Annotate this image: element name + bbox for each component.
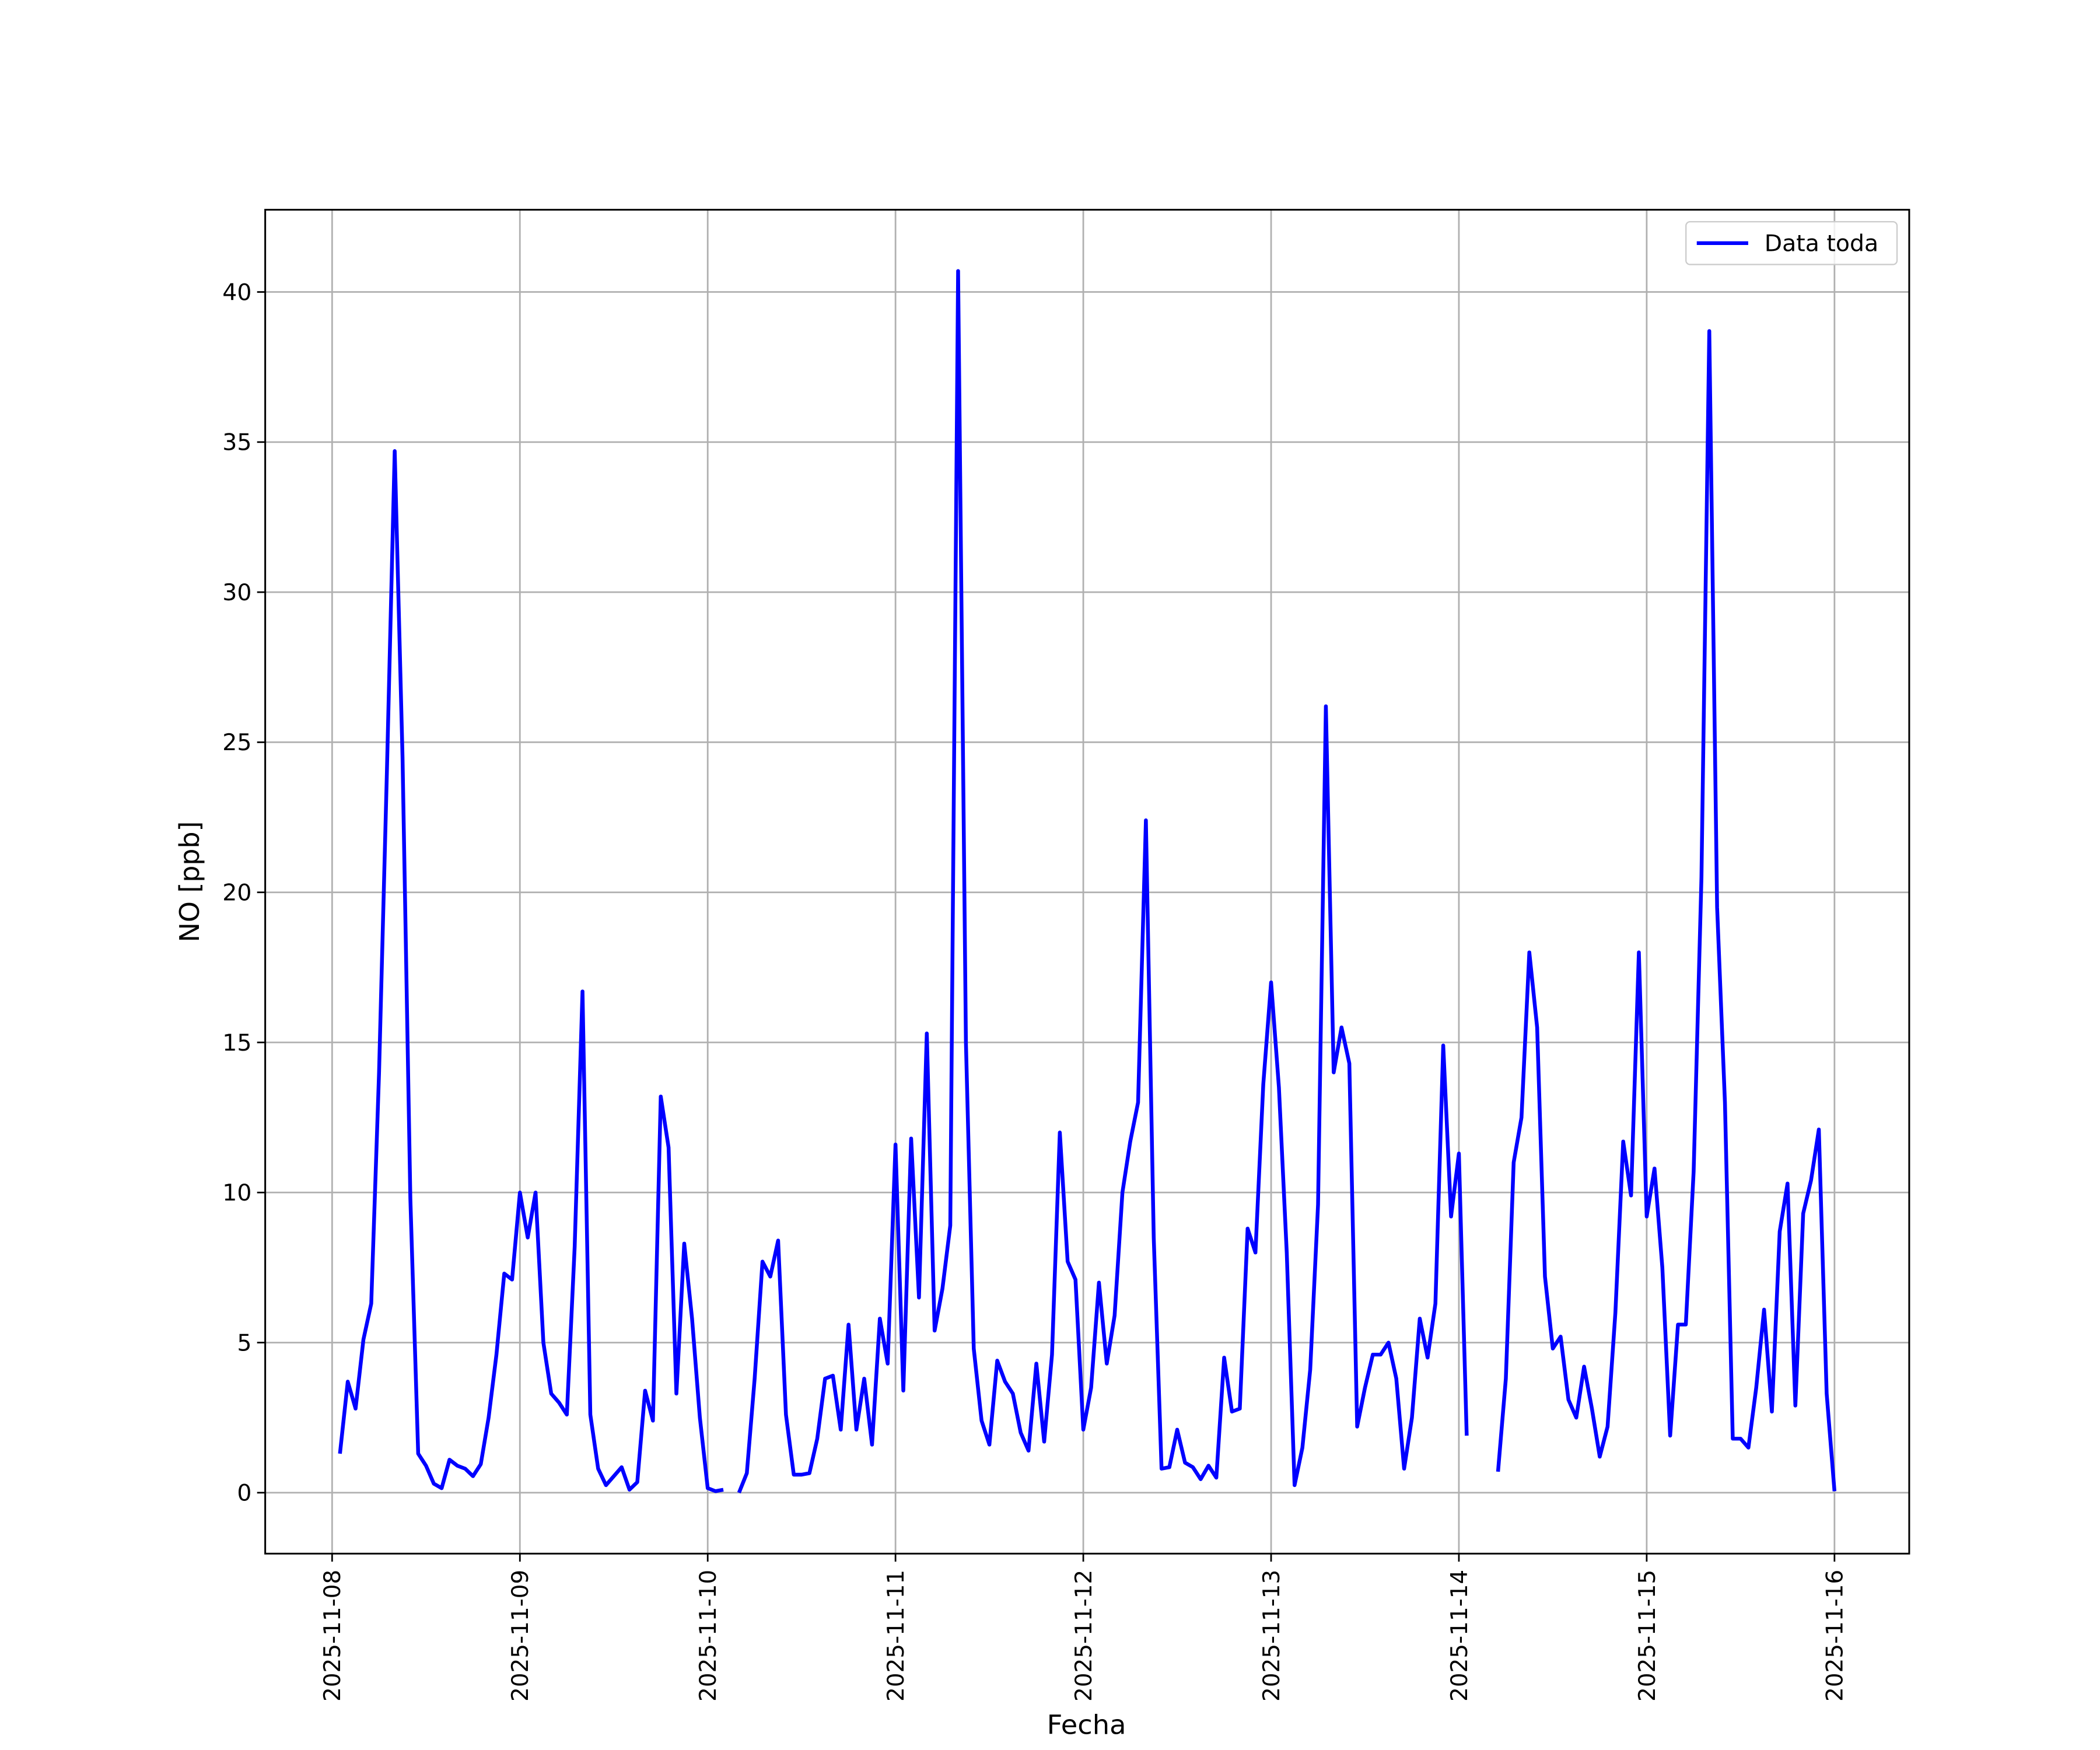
y-tick-label: 35	[222, 430, 251, 456]
y-tick-label: 40	[222, 280, 251, 306]
legend-box	[1685, 221, 1898, 265]
x-tick-label: 2025-11-08	[320, 1570, 346, 1702]
x-tick-label: 2025-11-11	[883, 1570, 909, 1702]
x-tick-label: 2025-11-13	[1259, 1570, 1285, 1702]
y-tick-label: 30	[222, 580, 251, 606]
y-tick-label: 5	[237, 1331, 251, 1357]
x-axis-label: Fecha	[1047, 1709, 1126, 1741]
x-tick-label: 2025-11-10	[695, 1570, 722, 1702]
y-tick-label: 25	[222, 730, 251, 756]
plot-frame	[264, 209, 1910, 1555]
x-tick-label: 2025-11-14	[1447, 1570, 1473, 1702]
y-tick-label: 0	[237, 1480, 251, 1507]
x-tick-label: 2025-11-15	[1634, 1570, 1661, 1702]
y-tick-label: 10	[222, 1180, 251, 1206]
y-tick-label: 15	[222, 1030, 251, 1056]
x-tick-label: 2025-11-16	[1822, 1570, 1849, 1702]
data-line	[338, 269, 1837, 1494]
legend-label: Data toda	[1765, 231, 1878, 257]
y-tick-label: 20	[222, 880, 251, 907]
x-tick-label: 2025-11-09	[508, 1570, 534, 1702]
y-axis-label: NO [ppb]	[174, 821, 205, 943]
x-tick-label: 2025-11-12	[1071, 1570, 1097, 1702]
